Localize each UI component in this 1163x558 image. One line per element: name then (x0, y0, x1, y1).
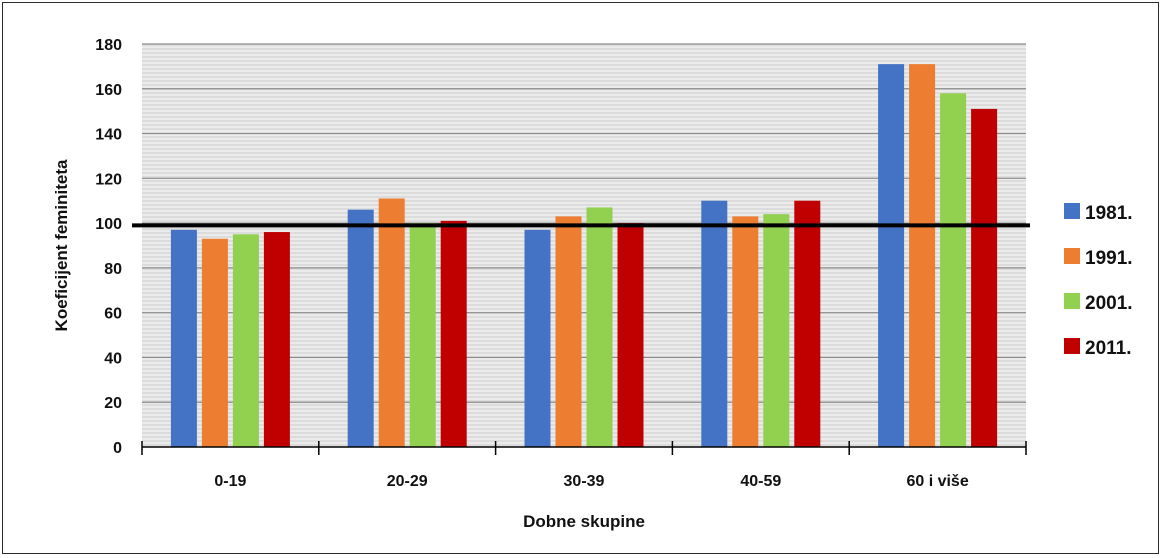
bar (263, 232, 290, 447)
bar (878, 64, 905, 448)
y-tick-label: 20 (104, 395, 122, 412)
bar (555, 216, 582, 447)
x-tick-label: 20-29 (387, 473, 428, 490)
bars (170, 64, 998, 448)
x-axis: 0-19 20-29 30-39 40-59 60 i više (141, 441, 1027, 490)
bar (409, 223, 436, 447)
bar (763, 214, 790, 447)
y-tick-label: 180 (95, 37, 122, 54)
y-tick-label: 100 (95, 216, 122, 233)
y-tick-label: 120 (95, 171, 122, 188)
bar (170, 229, 197, 447)
legend: 1981. 1991. 2001. 2011. (1064, 203, 1133, 359)
bar (794, 200, 821, 447)
bar (701, 200, 728, 447)
y-tick-label: 140 (95, 127, 122, 144)
legend-label: 2011. (1085, 338, 1132, 359)
legend-swatch (1064, 203, 1080, 219)
legend-label: 1991. (1085, 248, 1133, 269)
y-tick-label: 60 (104, 306, 122, 323)
legend-swatch (1064, 293, 1080, 309)
x-tick-label: 40-59 (740, 473, 781, 490)
y-tick-label: 0 (113, 440, 122, 457)
bar (586, 207, 613, 447)
legend-swatch (1064, 248, 1080, 264)
bar (440, 220, 467, 447)
bar (201, 238, 228, 447)
x-tick-label: 30-39 (564, 473, 605, 490)
y-axis: 0 20 40 60 80 100 120 140 160 180 (95, 37, 122, 457)
bar (617, 223, 644, 447)
bar (971, 108, 998, 447)
y-tick-label: 40 (104, 350, 122, 367)
bar (940, 93, 967, 447)
x-tick-label: 60 i više (906, 473, 968, 490)
bar (909, 64, 936, 448)
legend-label: 2001. (1085, 293, 1133, 314)
bar (378, 198, 405, 447)
y-tick-label: 80 (104, 261, 122, 278)
legend-label: 1981. (1085, 203, 1133, 224)
y-axis-title: Koeficijent feminiteta (52, 159, 71, 331)
legend-swatch (1064, 338, 1080, 354)
bar (732, 216, 759, 447)
bar (232, 234, 259, 447)
bar (524, 229, 551, 447)
y-tick-label: 160 (95, 82, 122, 99)
bar (347, 209, 374, 447)
x-axis-title: Dobne skupine (523, 512, 645, 531)
x-tick-label: 0-19 (214, 473, 246, 490)
